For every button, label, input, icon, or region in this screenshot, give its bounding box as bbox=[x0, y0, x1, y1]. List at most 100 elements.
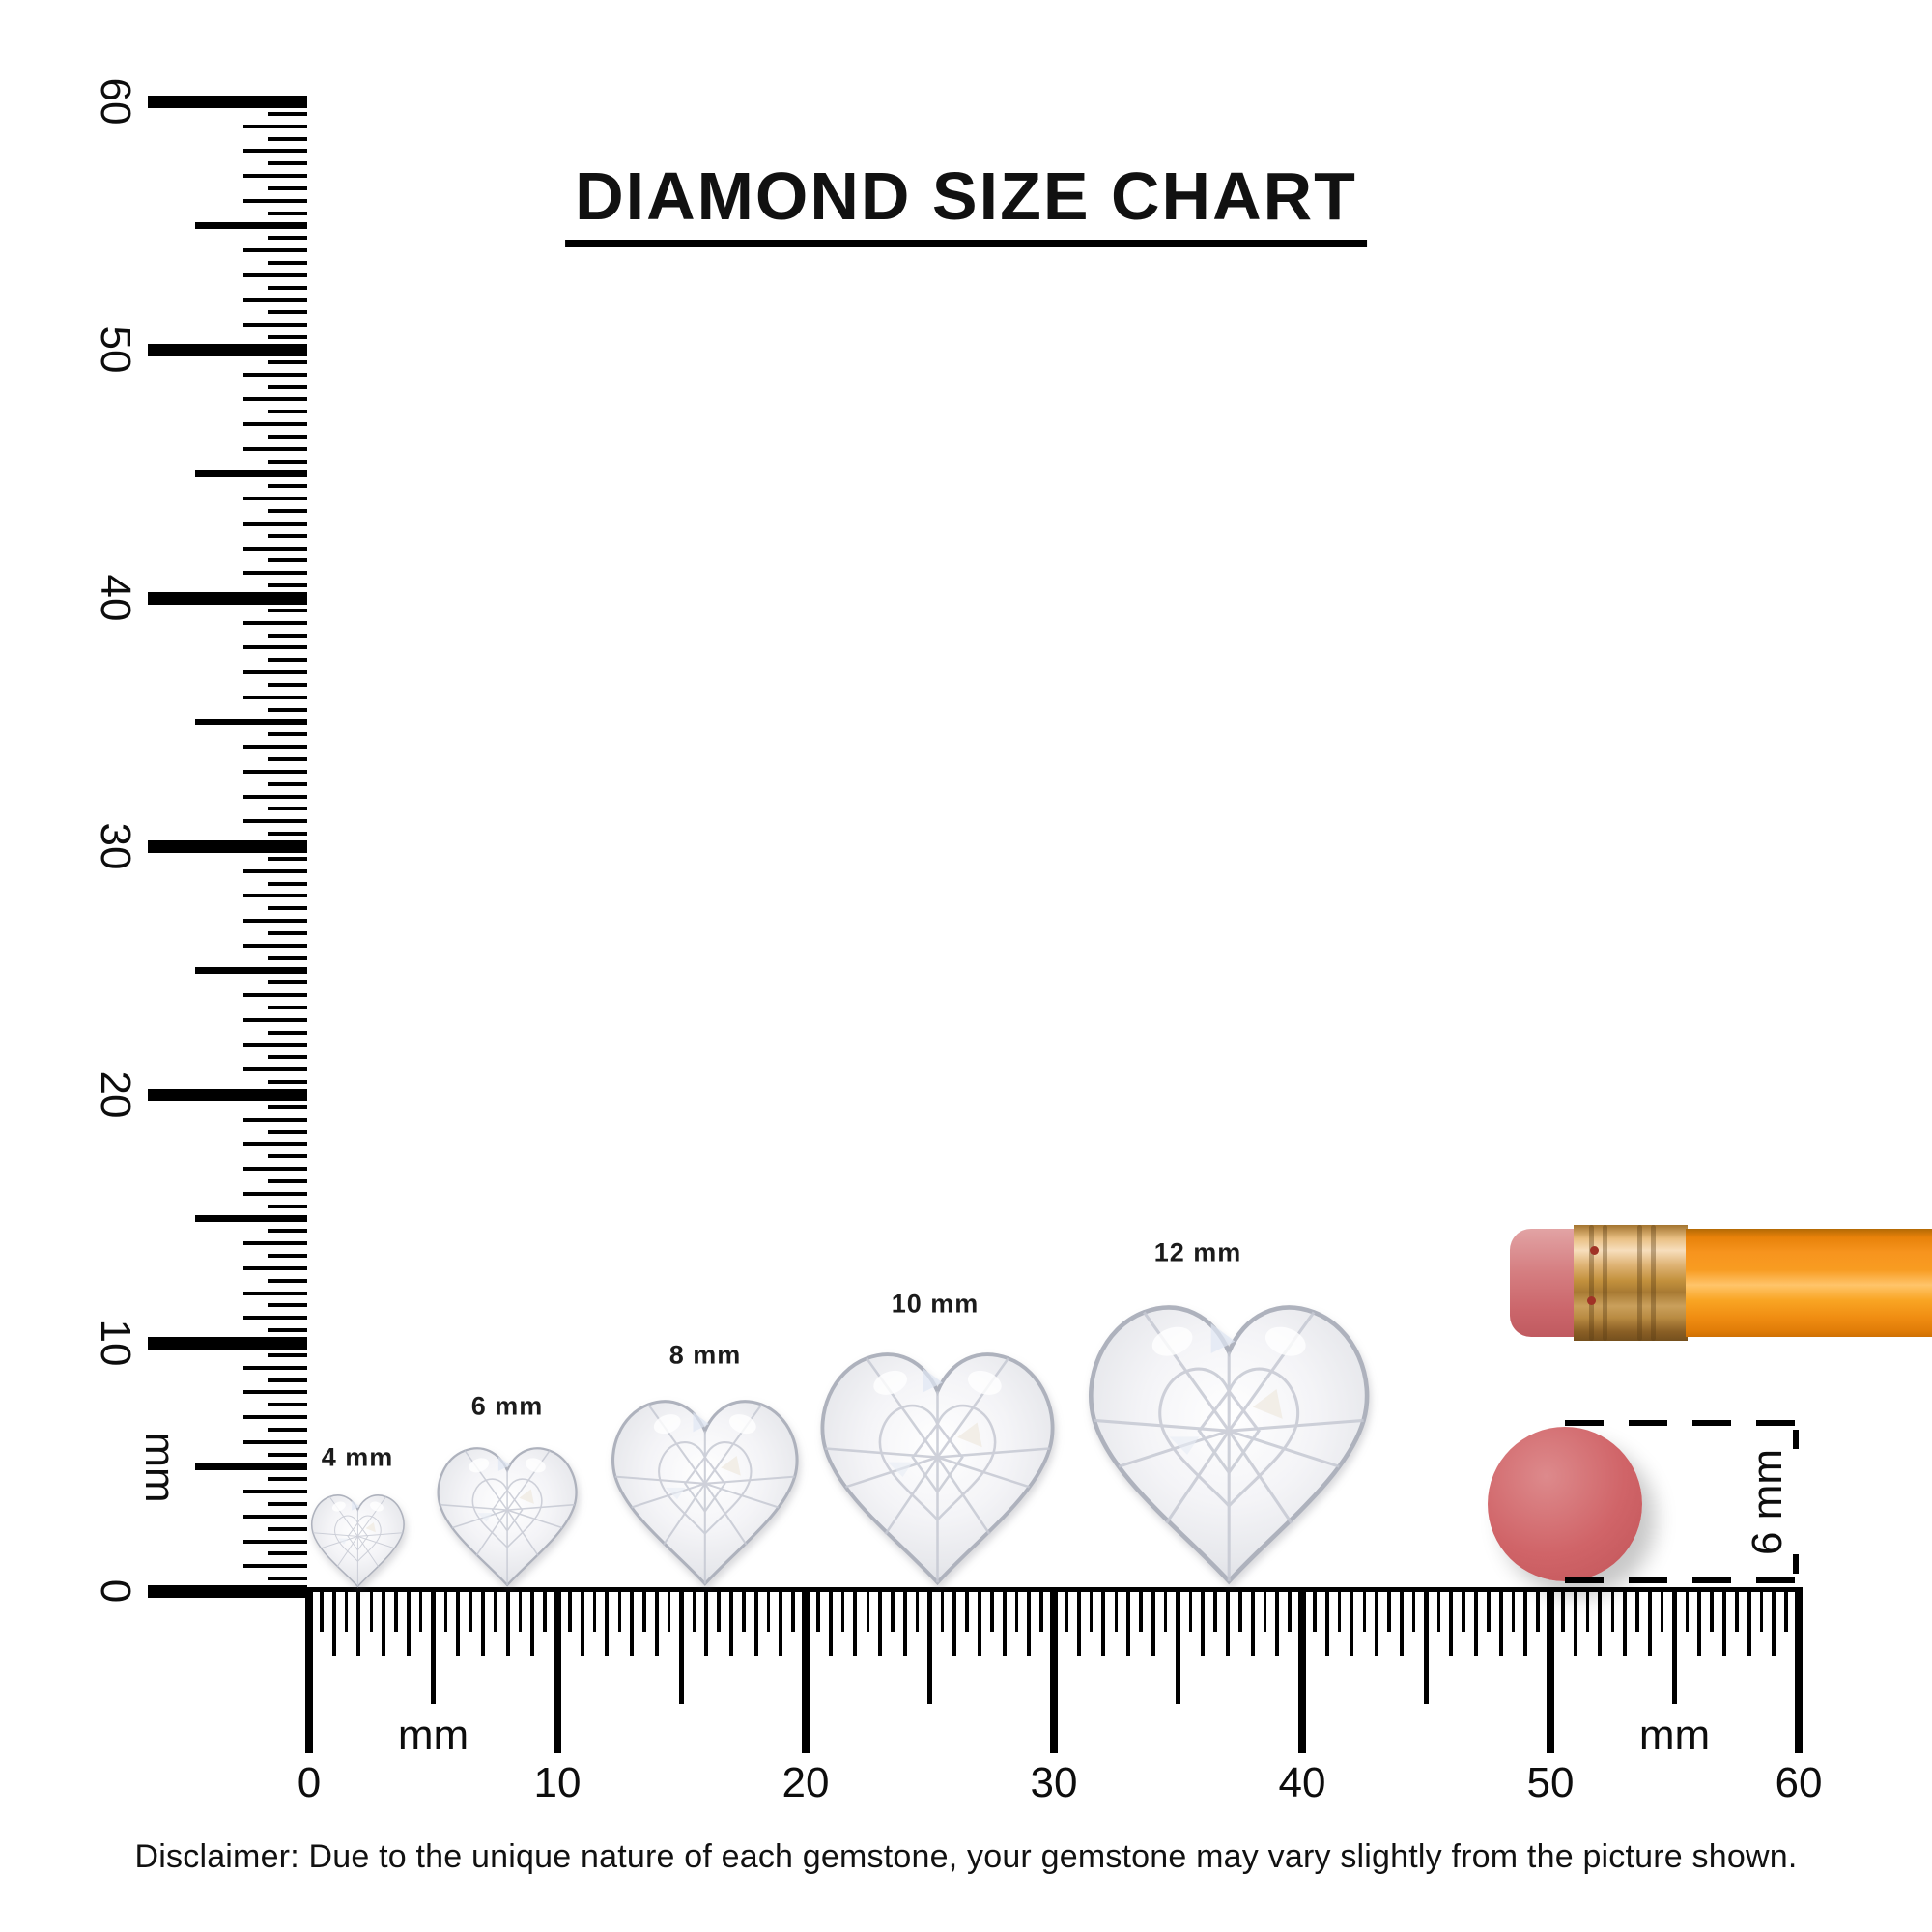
ruler-tick bbox=[592, 1591, 597, 1632]
ruler-tick bbox=[243, 1167, 307, 1172]
ruler-tick bbox=[1487, 1591, 1491, 1632]
ruler-tick bbox=[268, 1526, 307, 1531]
ruler-tick bbox=[1139, 1591, 1143, 1632]
ruler-tick bbox=[268, 856, 307, 861]
ruler-tick bbox=[243, 1390, 307, 1395]
ruler-tick bbox=[1598, 1591, 1603, 1656]
ruler-tick bbox=[195, 1463, 307, 1470]
ruler-tick bbox=[1298, 1591, 1306, 1753]
ruler-tick bbox=[1399, 1591, 1404, 1656]
heart-diamond-12mm bbox=[1080, 1282, 1378, 1589]
ruler-tick bbox=[268, 906, 307, 911]
ruler-tick bbox=[1188, 1591, 1193, 1632]
ruler-tick bbox=[268, 1452, 307, 1457]
ruler-tick bbox=[243, 372, 307, 377]
ruler-tick bbox=[1423, 1591, 1430, 1704]
ruler-tick bbox=[243, 571, 307, 576]
ruler-tick bbox=[704, 1591, 709, 1656]
ferrule-rivet-dot bbox=[1587, 1296, 1596, 1305]
ruler-tick bbox=[195, 967, 307, 974]
ruler-unit-label: mm bbox=[1638, 1712, 1711, 1759]
ruler-tick bbox=[642, 1591, 646, 1632]
ruler-tick bbox=[1747, 1591, 1751, 1656]
ruler-tick bbox=[243, 1067, 307, 1072]
ruler-tick bbox=[866, 1591, 869, 1632]
ruler-tick bbox=[268, 1378, 307, 1382]
ruler-tick bbox=[148, 591, 307, 605]
ruler-tick bbox=[243, 248, 307, 253]
ruler-tick-label: 50 bbox=[92, 326, 139, 374]
ruler-tick bbox=[243, 1042, 307, 1047]
ruler-tick bbox=[667, 1591, 671, 1632]
ruler-tick bbox=[268, 359, 307, 364]
ruler-tick bbox=[268, 881, 307, 886]
ruler-tick bbox=[605, 1591, 610, 1656]
ruler-tick bbox=[779, 1591, 783, 1656]
ruler-tick bbox=[828, 1591, 833, 1656]
ruler-tick-label: 20 bbox=[92, 1070, 139, 1119]
ruler-tick bbox=[678, 1591, 685, 1704]
diamond-size-label: 10 mm bbox=[891, 1289, 980, 1319]
pencil bbox=[1510, 1225, 1932, 1341]
ruler-tick bbox=[320, 1591, 324, 1632]
ruler-tick bbox=[243, 521, 307, 526]
ruler-tick bbox=[1027, 1591, 1032, 1656]
ruler-tick bbox=[418, 1591, 423, 1632]
ruler-tick bbox=[1498, 1591, 1503, 1656]
measure-dash-line-top bbox=[1565, 1420, 1801, 1426]
ruler-tick bbox=[1573, 1591, 1577, 1656]
diamond-size-label: 8 mm bbox=[668, 1340, 742, 1370]
ruler-tick bbox=[268, 1129, 307, 1134]
ruler-tick bbox=[1324, 1591, 1329, 1656]
ruler-tick bbox=[580, 1591, 584, 1656]
ruler-tick bbox=[243, 298, 307, 302]
ruler-tick bbox=[1759, 1591, 1764, 1632]
measure-dash-line-bottom bbox=[1565, 1577, 1801, 1583]
ruler-tick bbox=[148, 1336, 307, 1350]
ruler-tick bbox=[268, 335, 307, 340]
ruler-tick bbox=[469, 1591, 472, 1632]
ruler-tick bbox=[243, 149, 307, 154]
ferrule-crimp-ring bbox=[1603, 1225, 1607, 1341]
ruler-tick bbox=[243, 919, 307, 923]
ruler-tick bbox=[1039, 1591, 1043, 1632]
ruler-tick bbox=[1411, 1591, 1416, 1632]
ruler-baseline bbox=[305, 1587, 1803, 1592]
ruler-tick bbox=[1511, 1591, 1516, 1632]
ruler-unit-label: mm bbox=[397, 1712, 469, 1759]
ruler-tick bbox=[443, 1591, 448, 1632]
ruler-tick bbox=[243, 1017, 307, 1022]
ruler-tick bbox=[268, 1055, 307, 1060]
ruler-tick bbox=[728, 1591, 733, 1656]
ruler-tick-label: 30 bbox=[92, 822, 139, 870]
ruler-tick bbox=[268, 1179, 307, 1183]
ruler-tick bbox=[1126, 1591, 1131, 1656]
ruler-tick bbox=[268, 1577, 307, 1581]
ruler-tick bbox=[1175, 1591, 1181, 1704]
ruler-tick bbox=[243, 868, 307, 873]
ruler-tick bbox=[1050, 1591, 1058, 1753]
ruler-tick bbox=[268, 1080, 307, 1085]
diamond-size-label: 12 mm bbox=[1153, 1237, 1242, 1267]
ruler-tick bbox=[268, 682, 307, 687]
ruler-tick bbox=[1065, 1591, 1068, 1632]
ruler-tick bbox=[268, 1477, 307, 1482]
ruler-tick bbox=[243, 1142, 307, 1147]
ruler-tick bbox=[1697, 1591, 1702, 1656]
ruler-tick bbox=[1387, 1591, 1391, 1632]
ruler-tick-label: 50 bbox=[1526, 1759, 1575, 1806]
ruler-tick bbox=[268, 261, 307, 266]
ruler-tick bbox=[1784, 1591, 1788, 1632]
eraser-size-label: 6 mm bbox=[1744, 1449, 1791, 1555]
ruler-tick bbox=[268, 1030, 307, 1035]
ruler-tick bbox=[268, 955, 307, 960]
ruler-tick bbox=[1647, 1591, 1652, 1656]
ruler-tick bbox=[543, 1591, 547, 1632]
ruler-tick bbox=[243, 546, 307, 551]
ruler-tick bbox=[1635, 1591, 1639, 1632]
ruler-tick bbox=[1772, 1591, 1776, 1656]
ruler-tick bbox=[195, 719, 307, 725]
ruler-tick bbox=[243, 1265, 307, 1270]
ruler-tick bbox=[1362, 1591, 1366, 1632]
ruler-tick bbox=[268, 1328, 307, 1333]
